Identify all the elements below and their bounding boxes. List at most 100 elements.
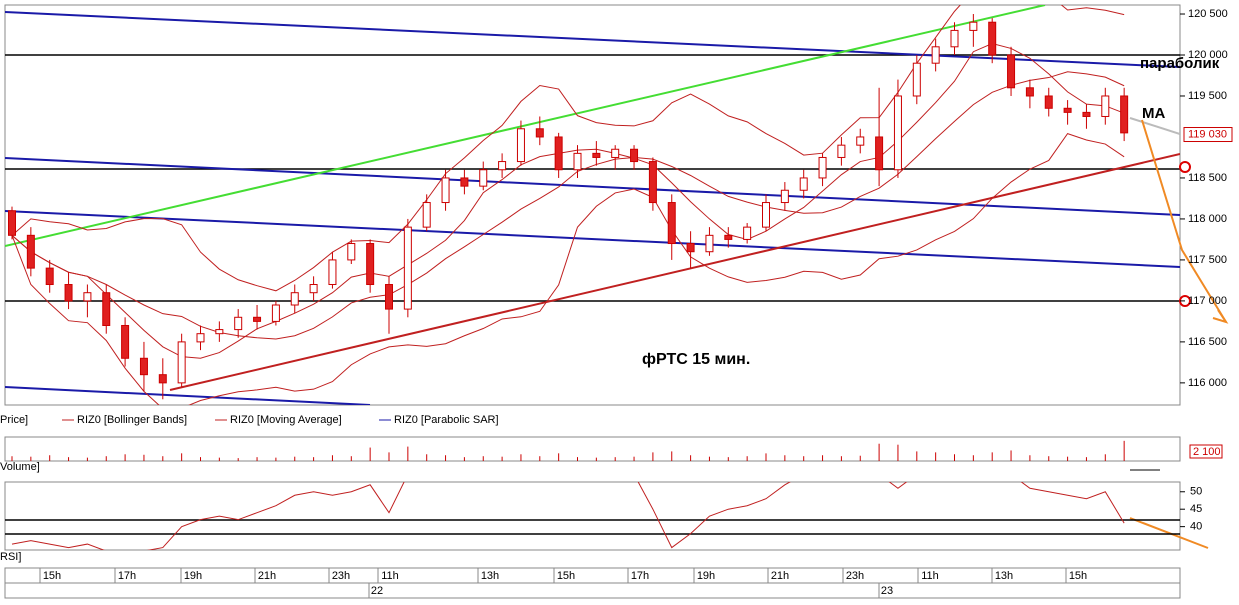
candle-body <box>403 226 412 310</box>
candle-body <box>554 136 563 171</box>
trend-line <box>5 5 1046 247</box>
time-label: 11h <box>381 570 399 582</box>
candle-body <box>64 284 73 302</box>
channel-line <box>5 11 1180 68</box>
candle-body <box>1082 111 1091 117</box>
candle-body <box>743 226 752 240</box>
trend-line <box>169 153 1180 391</box>
time-label: 21h <box>771 570 789 582</box>
candle-body <box>818 156 827 179</box>
forecast-arrow <box>1141 119 1227 323</box>
candle-body <box>724 234 733 240</box>
candle-body <box>234 316 243 331</box>
annotation: фРТС 15 мин. <box>642 351 750 368</box>
candle-body <box>573 152 582 171</box>
candle-body <box>460 177 469 187</box>
candle-body <box>516 128 525 163</box>
candle-body <box>1044 95 1053 109</box>
candle-body <box>441 177 450 204</box>
candle-body <box>535 128 544 138</box>
legend-item: RIZ0 [Parabolic SAR] <box>394 414 499 426</box>
time-label: 19h <box>697 570 715 582</box>
candle-body <box>611 148 620 158</box>
time-label: 17h <box>631 570 649 582</box>
rsi-line <box>11 482 1125 550</box>
candle-body <box>8 210 16 236</box>
time-label: 15h <box>43 570 61 582</box>
y-tick-label: 119 500 <box>1188 90 1227 102</box>
candle-body <box>950 29 959 48</box>
candle-body <box>893 95 902 171</box>
candle-body <box>309 284 318 294</box>
candle-body <box>158 374 167 384</box>
candle-body <box>837 144 846 158</box>
y-tick-label: 118 500 <box>1188 172 1227 184</box>
candle-body <box>686 243 695 253</box>
y-tick-label: 118 000 <box>1188 213 1227 225</box>
candle-body <box>26 234 35 269</box>
ma-pointer <box>1129 117 1180 135</box>
channel-line <box>5 386 371 405</box>
candle-body <box>347 243 356 261</box>
candle-body <box>385 284 393 310</box>
y-tick-label: 116 000 <box>1188 377 1227 389</box>
candle-body <box>177 341 186 384</box>
candle-body <box>988 21 997 56</box>
legend-item: RIZ0 [Moving Average] <box>230 414 342 426</box>
rsi-tick-label: 45 <box>1190 503 1202 515</box>
candle-body <box>139 357 148 376</box>
candle-body <box>1063 107 1072 113</box>
time-label: 13h <box>995 570 1013 582</box>
indicator-line <box>11 133 1125 405</box>
volume-label: 2 100 <box>1193 446 1221 458</box>
candle-body <box>253 316 262 322</box>
day-label: 22 <box>371 585 383 597</box>
rsi-tick-label: 40 <box>1190 521 1202 533</box>
arrow-head <box>1212 309 1229 324</box>
candle-body <box>856 136 865 146</box>
time-label: 13h <box>481 570 499 582</box>
candle-body <box>121 324 130 359</box>
candle-body <box>102 292 111 326</box>
time-label: 21h <box>258 570 276 582</box>
channel-line <box>5 157 1180 216</box>
candle-body <box>762 202 770 228</box>
candle-body <box>931 46 940 64</box>
y-tick-label: 116 500 <box>1188 336 1227 348</box>
candles <box>8 5 1129 405</box>
rsi-title: RSI] <box>0 551 21 563</box>
volume-panel <box>4 436 1181 462</box>
candle-body <box>83 292 92 302</box>
volume-title: Volume] <box>0 461 40 473</box>
candle-body <box>780 189 789 204</box>
candle-body <box>912 62 921 97</box>
legend-item: Price] <box>0 414 28 426</box>
time-label: 15h <box>1069 570 1087 582</box>
candle-body <box>1025 87 1034 97</box>
indicator-line <box>11 42 1125 359</box>
y-tick-label: 120 500 <box>1188 8 1228 20</box>
time-label: 11h <box>921 570 939 582</box>
y-tick-label: 120 000 <box>1188 49 1228 61</box>
channel-line <box>5 210 1180 268</box>
time-label: 15h <box>557 570 575 582</box>
rsi-tick-label: 50 <box>1190 486 1202 498</box>
volume-box <box>1189 444 1223 459</box>
drawings <box>5 5 1180 405</box>
annotation: параболик <box>1140 55 1220 72</box>
candle-body <box>667 202 676 245</box>
last-price-box <box>1183 127 1233 143</box>
rsi-arrow <box>1129 517 1209 549</box>
y-tick-label: 117 000 <box>1188 295 1227 307</box>
candle-body <box>328 259 337 286</box>
candle-body <box>648 161 657 204</box>
candle-body <box>271 304 280 322</box>
annotation: MA <box>1142 105 1165 122</box>
candle-body <box>45 267 54 286</box>
last-price-label: 119 030 <box>1188 128 1227 140</box>
time-label: 17h <box>118 570 136 582</box>
time-label: 19h <box>184 570 202 582</box>
day-label: 23 <box>881 585 893 597</box>
